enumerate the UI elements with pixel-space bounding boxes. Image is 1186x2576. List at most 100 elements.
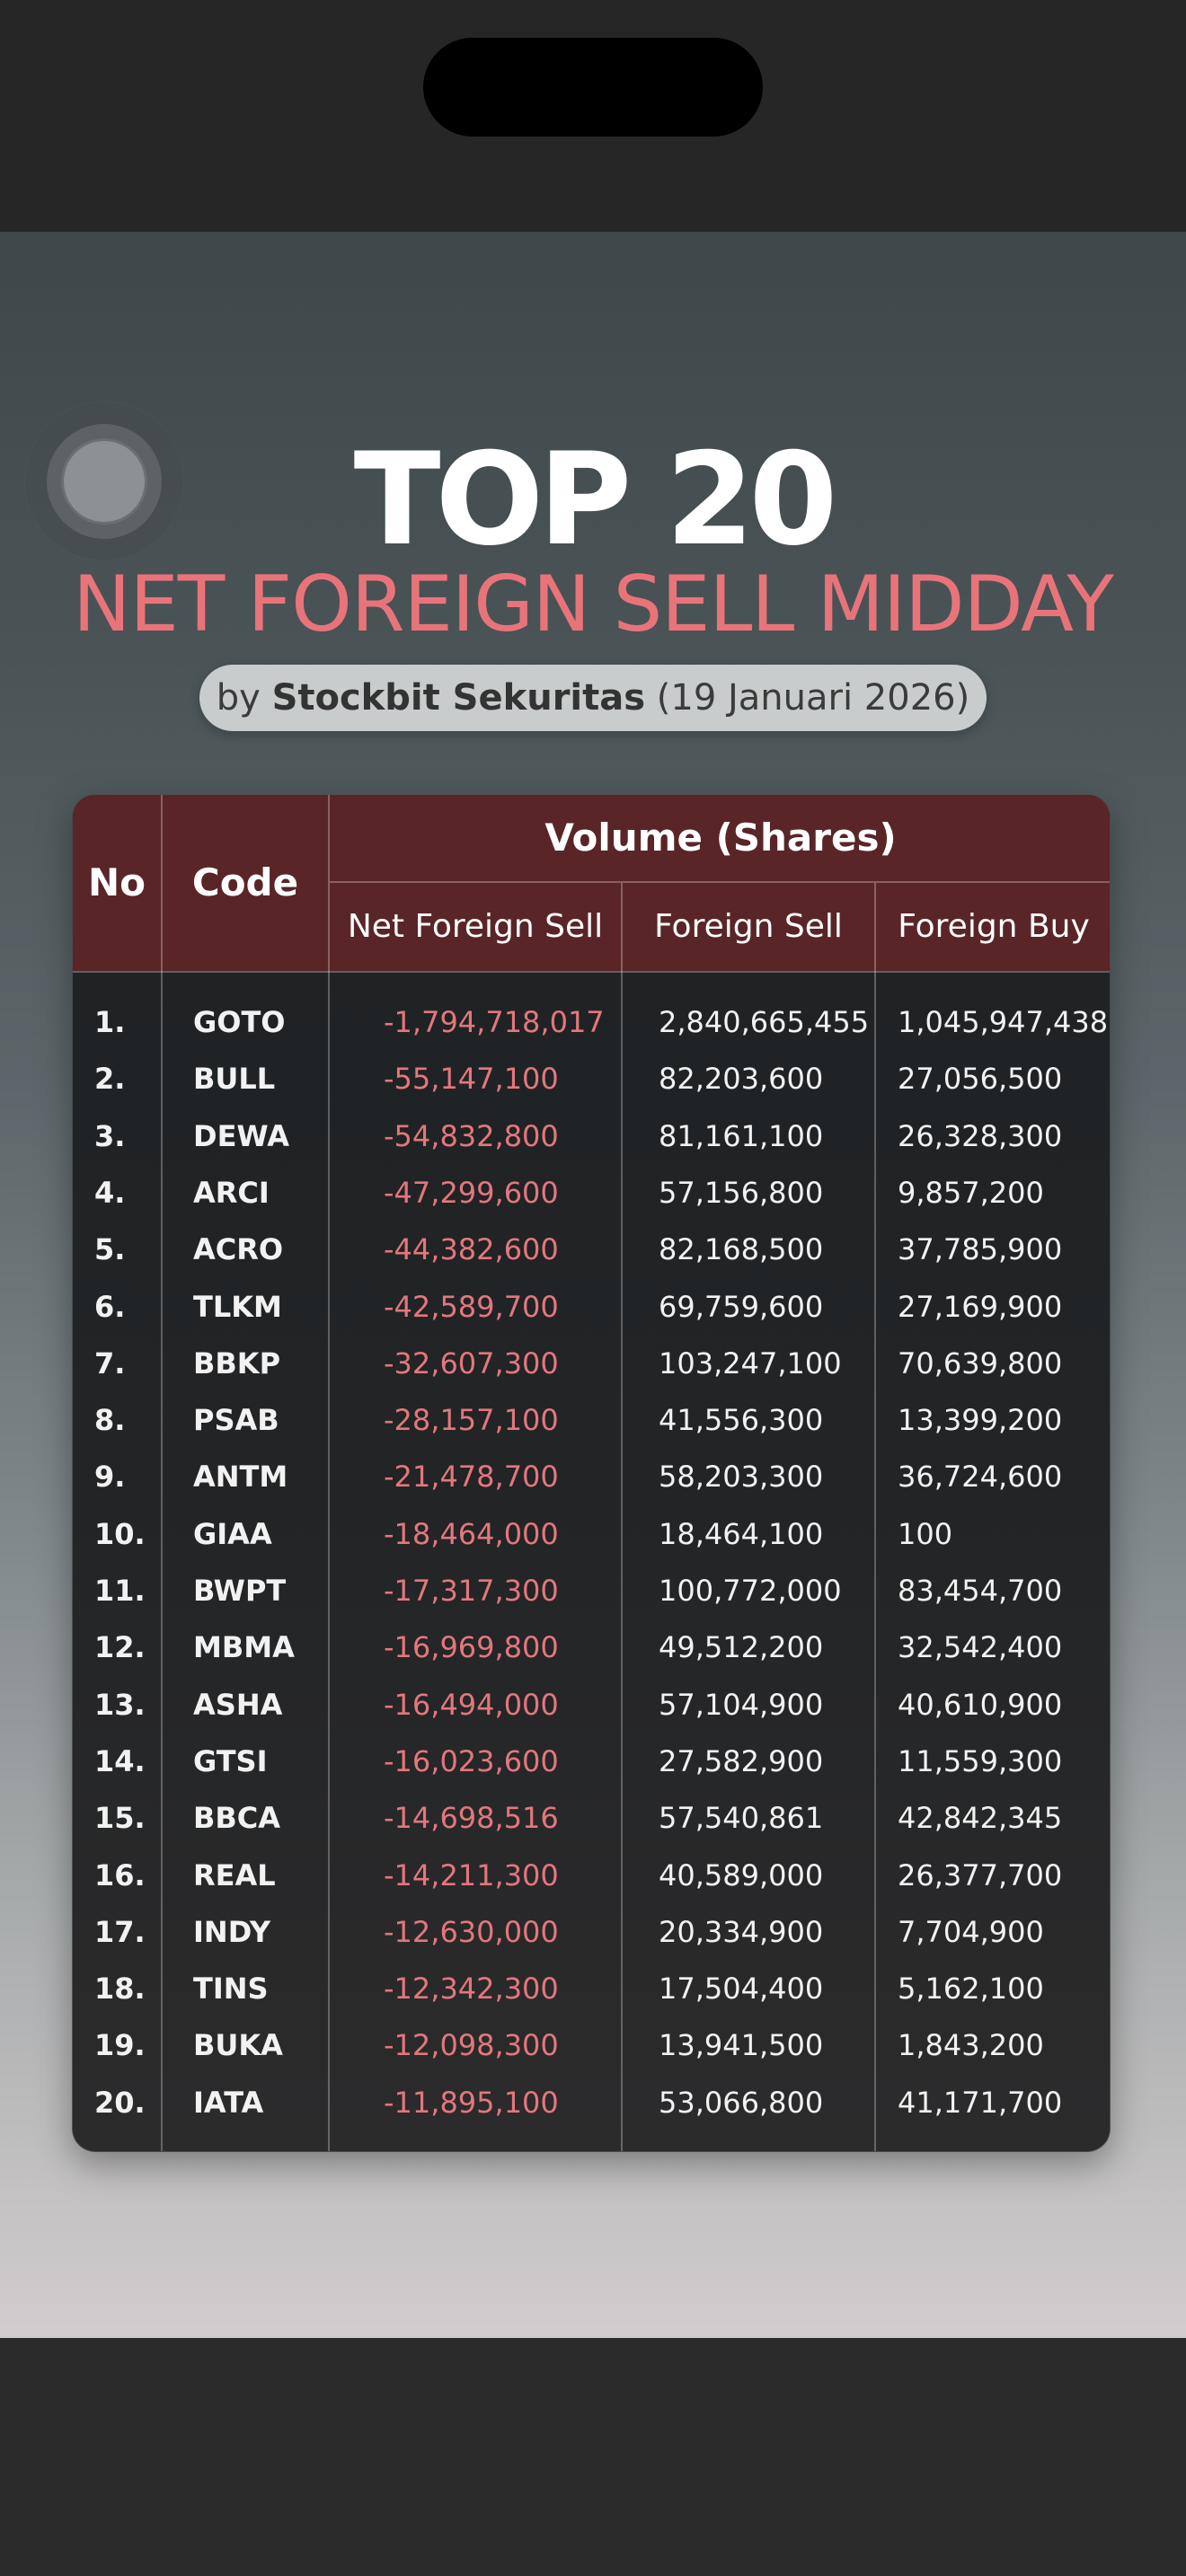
row-number: 11. — [94, 1574, 146, 1608]
byline-date: (19 Januari 2026) — [656, 677, 970, 719]
column-header-net-foreign-sell: Net Foreign Sell — [347, 908, 604, 945]
foreign-sell: 57,104,900 — [659, 1687, 824, 1722]
foreign-sell: 27,582,900 — [659, 1743, 824, 1778]
table-row: 5. ACRO -44,382,600 82,168,500 37,785,900 — [73, 1222, 1110, 1278]
column-header-code: Code — [191, 860, 299, 904]
foreign-buy: 83,454,700 — [898, 1574, 1063, 1608]
top-status-area — [0, 0, 1186, 232]
stock-code: IATA — [193, 2085, 264, 2120]
foreign-sell: 81,161,100 — [659, 1118, 824, 1153]
net-foreign-sell: -1,794,718,017 — [384, 1005, 605, 1039]
table-row: 13. ASHA -16,494,000 57,104,900 40,610,900 — [73, 1677, 1110, 1734]
column-group-volume: Volume (Shares) — [544, 816, 897, 860]
foreign-sell: 2,840,665,455 — [659, 1005, 870, 1039]
row-number: 1. — [94, 1005, 126, 1039]
column-header-foreign-buy: Foreign Buy — [898, 908, 1090, 945]
column-divider — [621, 883, 623, 2151]
table-row: 11. BWPT -17,317,300 100,772,000 83,454,700 — [73, 1563, 1110, 1619]
table-row: 20. IATA -11,895,100 53,066,800 41,171,700 — [73, 2075, 1110, 2131]
foreign-buy: 5,162,100 — [898, 1972, 1044, 2007]
table-row: 17. INDY -12,630,000 20,334,900 7,704,900 — [73, 1904, 1110, 1961]
foreign-buy: 37,785,900 — [898, 1232, 1063, 1267]
column-divider — [874, 883, 876, 2151]
net-foreign-sell: -42,589,700 — [384, 1289, 559, 1324]
net-foreign-sell: -28,157,100 — [384, 1403, 559, 1438]
column-divider — [161, 795, 163, 2151]
net-foreign-sell: -18,464,000 — [384, 1516, 559, 1551]
stock-code: DEWA — [193, 1118, 290, 1153]
foreign-buy: 36,724,600 — [898, 1460, 1063, 1495]
foreign-sell: 57,156,800 — [659, 1175, 824, 1210]
table-row: 10. GIAA -18,464,000 18,464,100 100 — [73, 1506, 1110, 1563]
foreign-sell: 58,203,300 — [659, 1460, 824, 1495]
row-number: 14. — [94, 1743, 146, 1778]
foreign-sell: 53,066,800 — [659, 2085, 824, 2120]
stock-code: ARCI — [193, 1175, 270, 1210]
row-number: 10. — [94, 1516, 146, 1551]
row-number: 20. — [94, 2085, 146, 2120]
net-foreign-sell: -14,698,516 — [384, 1801, 559, 1836]
table-row: 12. MBMA -16,969,800 49,512,200 32,542,400 — [73, 1619, 1110, 1676]
byline-badge: by Stockbit Sekuritas (19 Januari 2026) — [199, 665, 987, 731]
net-foreign-sell: -21,478,700 — [384, 1460, 559, 1495]
foreign-buy: 27,056,500 — [898, 1062, 1063, 1097]
net-foreign-sell: -16,494,000 — [384, 1687, 559, 1722]
net-foreign-sell: -12,098,300 — [384, 2028, 559, 2063]
foreign-sell: 40,589,000 — [659, 1857, 824, 1892]
stock-code: TLKM — [193, 1289, 282, 1324]
column-divider — [328, 795, 330, 2151]
table-header: No Code Volume (Shares) Net Foreign Sell… — [73, 795, 1110, 971]
row-number: 17. — [94, 1914, 146, 1949]
table-row: 1. GOTO -1,794,718,017 2,840,665,455 1,045,9… — [73, 994, 1110, 1051]
foreign-buy: 11,559,300 — [898, 1743, 1063, 1778]
stock-code: PSAB — [193, 1403, 279, 1438]
stock-code: BWPT — [193, 1574, 287, 1608]
foreign-buy: 26,377,700 — [898, 1857, 1063, 1892]
foreign-sell: 100,772,000 — [659, 1574, 842, 1608]
assistive-touch-button[interactable] — [25, 402, 183, 560]
foreign-buy: 27,169,900 — [898, 1289, 1063, 1324]
table-row: 19. BUKA -12,098,300 13,941,500 1,843,200 — [73, 2017, 1110, 2074]
assistive-touch-icon — [61, 438, 147, 525]
net-foreign-sell: -12,630,000 — [384, 1914, 559, 1949]
foreign-buy: 13,399,200 — [898, 1403, 1063, 1438]
row-number: 15. — [94, 1801, 146, 1836]
foreign-buy: 42,842,345 — [898, 1801, 1063, 1836]
stock-code: GOTO — [193, 1005, 286, 1039]
foreign-buy: 40,610,900 — [898, 1687, 1063, 1722]
foreign-sell: 103,247,100 — [659, 1345, 842, 1381]
header-divider — [330, 881, 1110, 883]
table-row: 15. BBCA -14,698,516 57,540,861 42,842,345 — [73, 1790, 1110, 1847]
row-number: 6. — [94, 1289, 126, 1324]
row-number: 9. — [94, 1460, 126, 1495]
net-foreign-sell: -54,832,800 — [384, 1118, 559, 1153]
stock-code: BULL — [193, 1062, 276, 1097]
table-row: 8. PSAB -28,157,100 41,556,300 13,399,200 — [73, 1392, 1110, 1449]
table-row: 3. DEWA -54,832,800 81,161,100 26,328,300 — [73, 1108, 1110, 1165]
foreign-sell: 20,334,900 — [659, 1914, 824, 1949]
foreign-sell: 69,759,600 — [659, 1289, 824, 1324]
stock-code: ASHA — [193, 1687, 283, 1722]
stock-code: ACRO — [193, 1232, 284, 1267]
table-row: 16. REAL -14,211,300 40,589,000 26,377,700 — [73, 1848, 1110, 1904]
net-foreign-sell: -16,023,600 — [384, 1743, 559, 1778]
stock-code: BBKP — [193, 1345, 281, 1381]
row-number: 13. — [94, 1687, 146, 1722]
row-number: 18. — [94, 1972, 146, 2007]
stock-code: GTSI — [193, 1743, 268, 1778]
stock-code: GIAA — [193, 1516, 272, 1551]
foreign-sell: 82,168,500 — [659, 1232, 824, 1267]
row-number: 16. — [94, 1857, 146, 1892]
net-foreign-sell: -55,147,100 — [384, 1062, 559, 1097]
stock-code: INDY — [193, 1914, 271, 1949]
page-subtitle: NET FOREIGN SELL MIDDAY — [73, 560, 1114, 649]
foreign-sell: 82,203,600 — [659, 1062, 824, 1097]
table-row: 6. TLKM -42,589,700 69,759,600 27,169,900 — [73, 1279, 1110, 1336]
table-row: 9. ANTM -21,478,700 58,203,300 36,724,600 — [73, 1449, 1110, 1505]
foreign-sell: 41,556,300 — [659, 1403, 824, 1438]
foreign-buy: 100 — [898, 1516, 953, 1551]
image-content: TOP 20 NET FOREIGN SELL MIDDAY by Stockb… — [0, 232, 1186, 2338]
row-number: 5. — [94, 1232, 126, 1267]
table-row: 2. BULL -55,147,100 82,203,600 27,056,500 — [73, 1051, 1110, 1107]
foreign-sell: 49,512,200 — [659, 1630, 824, 1665]
